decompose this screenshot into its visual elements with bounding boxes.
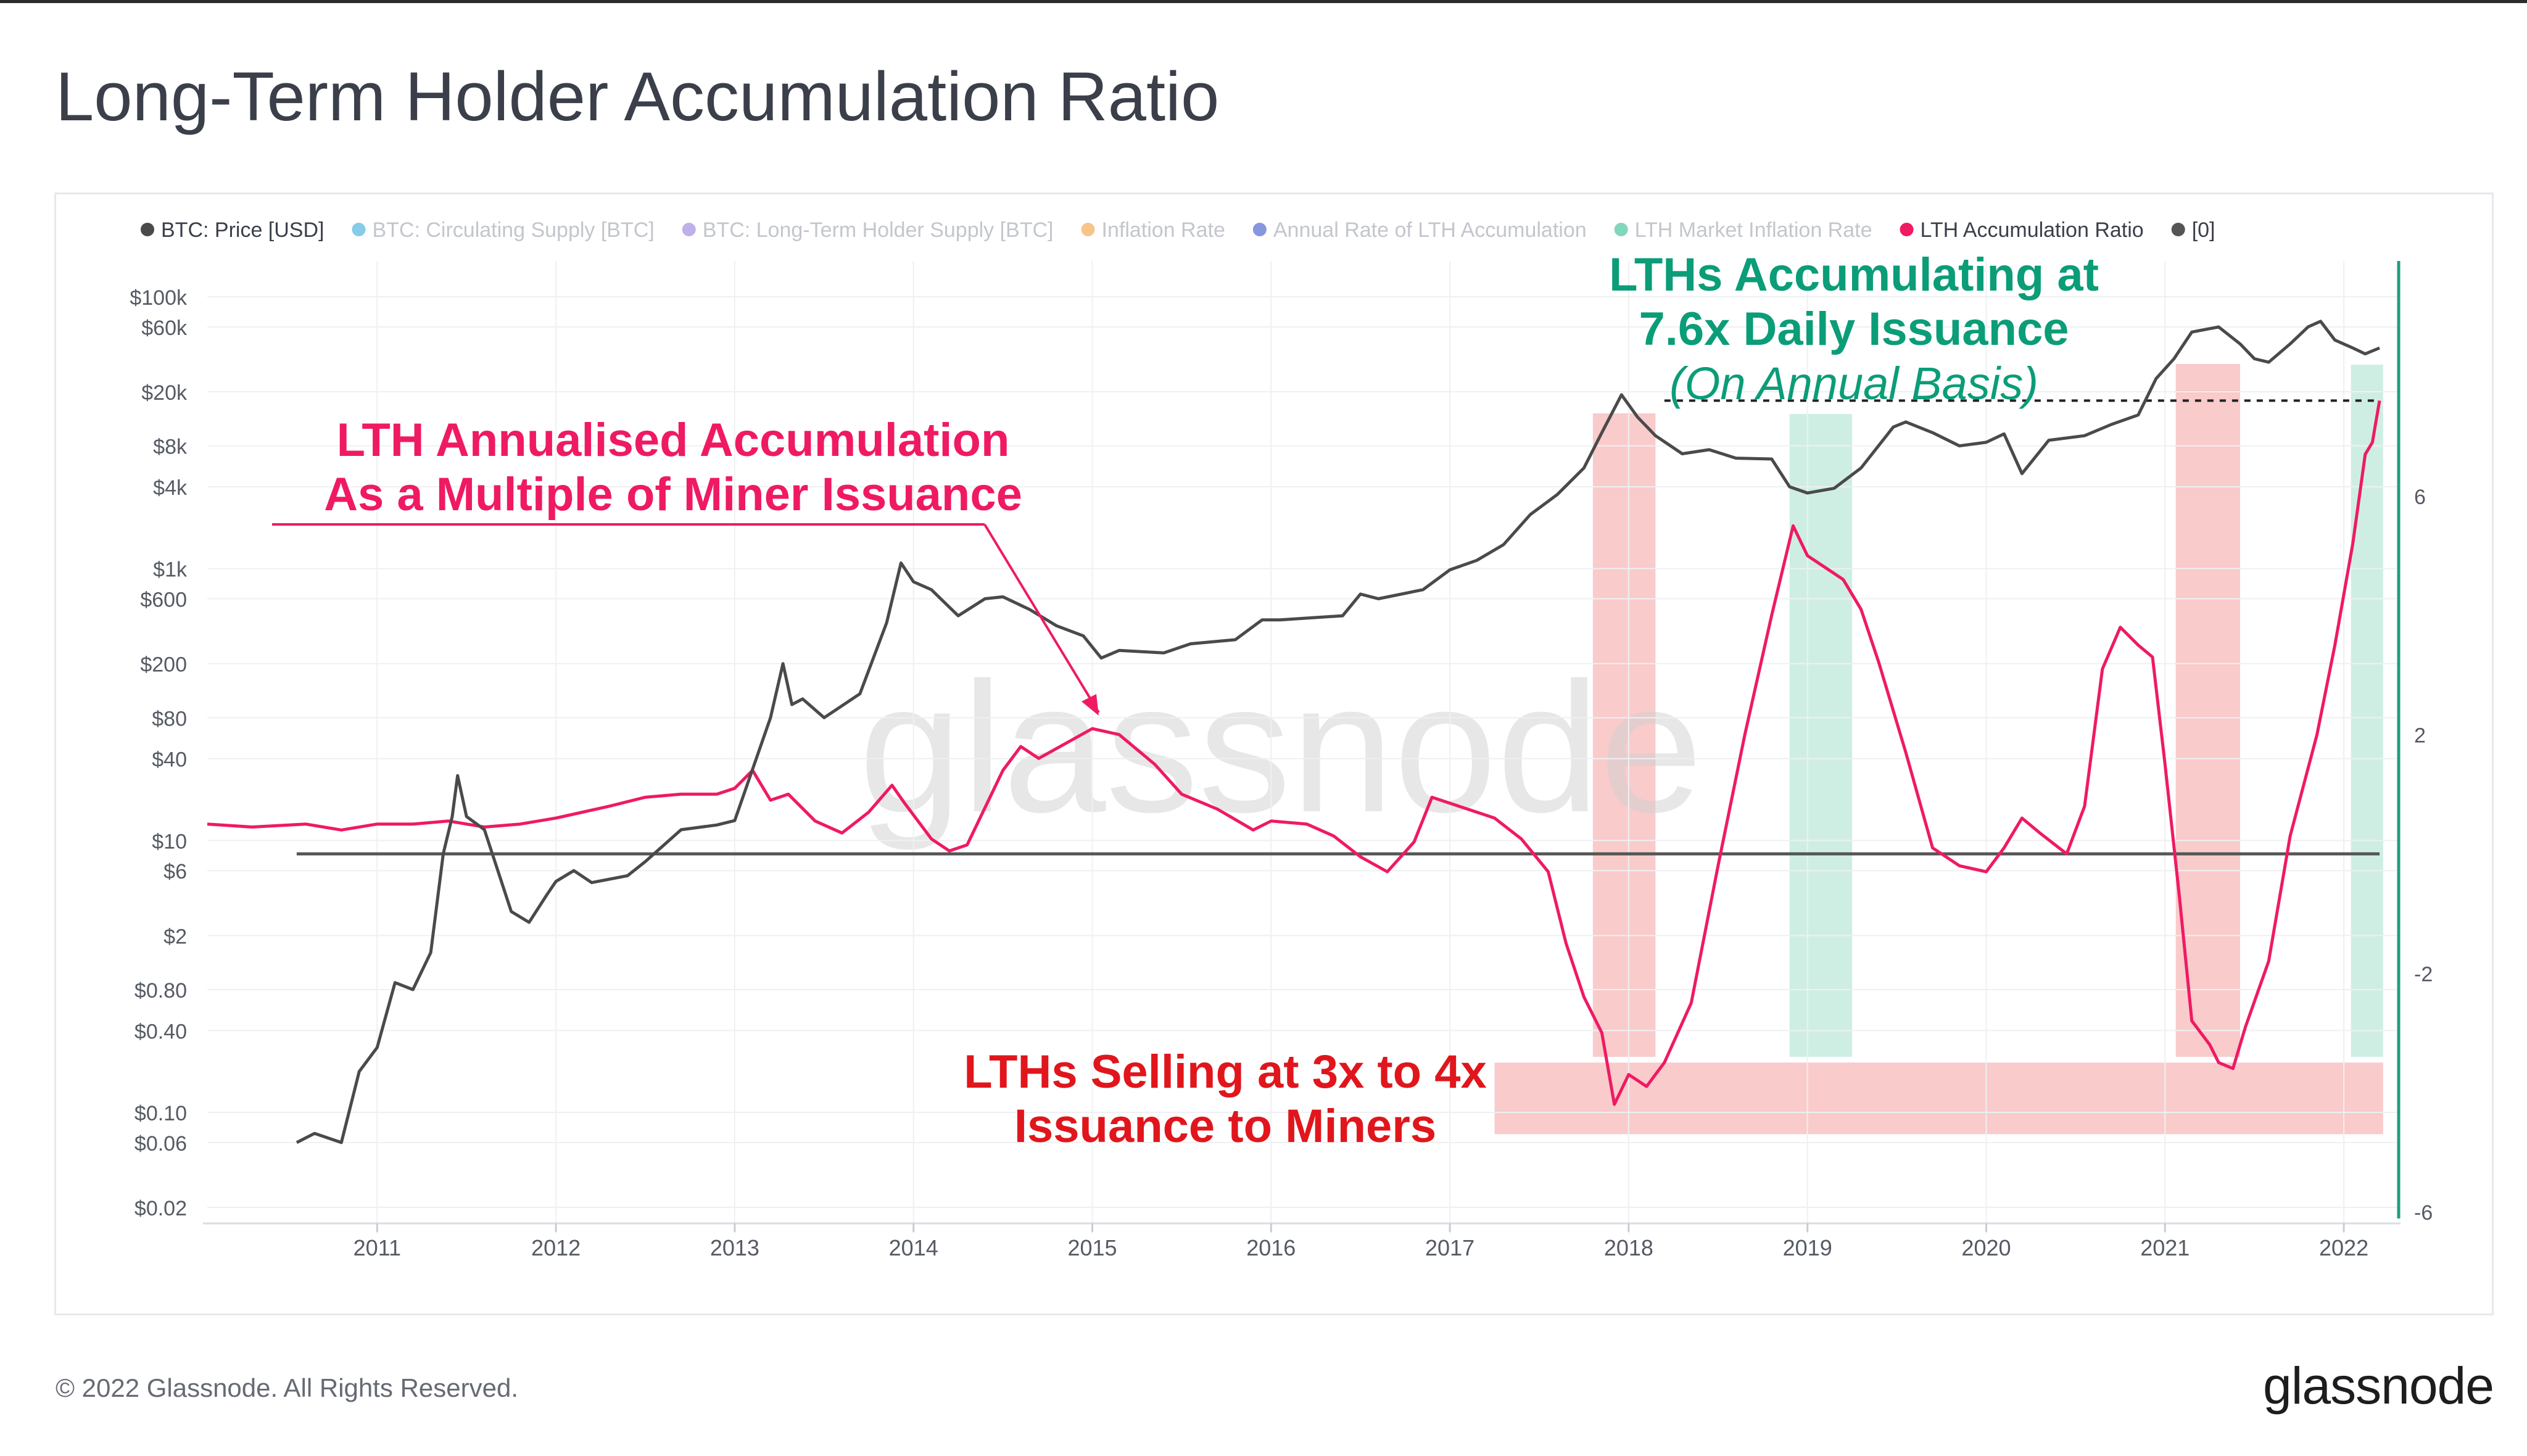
legend-marker	[1081, 223, 1095, 236]
legend-marker	[1252, 223, 1267, 236]
annotation-green-line-3: (On Annual Basis)	[1669, 358, 2038, 409]
x-axis-tick-label: 2018	[1604, 1235, 1653, 1260]
glassnode-logo: glassnode	[2263, 1357, 2494, 1415]
legend-marker	[141, 223, 154, 236]
annotation-green-line-1: LTHs Accumulating at	[1609, 249, 2099, 301]
left-axis-tick-label: $4k	[153, 476, 188, 500]
annotation-pink-arrow	[983, 523, 1100, 714]
legend-label: BTC: Price [USD]	[161, 218, 324, 242]
legend-marker	[682, 223, 696, 236]
left-axis-tick-label: $8k	[153, 436, 188, 459]
legend-marker	[1614, 223, 1628, 236]
annotation-green-line-2: 7.6x Daily Issuance	[1639, 303, 2069, 355]
legend-marker	[352, 223, 366, 236]
legend-item: BTC: Long-Term Holder Supply [BTC]	[682, 218, 1054, 242]
selling-band	[1494, 1062, 2383, 1135]
right-axis-tick-label: 6	[2414, 486, 2426, 509]
annotation-pink-line-2: As a Multiple of Miner Issuance	[324, 468, 1022, 521]
legend-item: BTC: Circulating Supply [BTC]	[352, 218, 655, 242]
legend-label: Annual Rate of LTH Accumulation	[1273, 218, 1587, 242]
x-axis-tick-label: 2015	[1067, 1235, 1117, 1260]
top-border	[0, 0, 2527, 3]
legend-item: Annual Rate of LTH Accumulation	[1252, 218, 1587, 242]
x-axis-tick-label: 2016	[1246, 1235, 1296, 1260]
btc-price-line	[296, 320, 2380, 1144]
right-axis-tick-label: 2	[2414, 724, 2426, 748]
x-axis-tick-label: 2013	[710, 1235, 759, 1260]
left-axis-tick-label: $6	[163, 860, 187, 883]
left-axis-tick-label: $0.10	[134, 1102, 187, 1125]
left-axis-tick-label: $1k	[153, 558, 188, 582]
accum-zone-1	[1789, 414, 1853, 1057]
x-axis-tick-label: 2014	[889, 1235, 938, 1260]
chart-svg: glassnode $100k $60k $20k $8k $4k $1k $600 $200…	[130, 218, 2433, 1260]
annotation-pink-arrowhead	[1082, 694, 1099, 716]
left-axis-tick-label: $20k	[141, 381, 188, 405]
right-axis-tick-label: -6	[2414, 1201, 2433, 1225]
left-axis-tick-label: $40	[152, 748, 187, 772]
left-axis-tick-label: $60k	[141, 316, 188, 340]
left-axis-tick-label: $2	[163, 925, 187, 948]
x-axis-tick-label: 2011	[354, 1235, 401, 1260]
lth-accumulation-ratio-line	[207, 400, 2381, 1106]
x-axis-tick-label: 2019	[1783, 1235, 1832, 1260]
left-axis-tick-label: $600	[140, 589, 187, 612]
x-axis-tick-label: 2021	[2140, 1235, 2190, 1260]
legend-label: LTH Accumulation Ratio	[1921, 218, 2144, 242]
legend-label: BTC: Circulating Supply [BTC]	[372, 218, 654, 242]
left-axis-tick-label: $0.40	[134, 1020, 187, 1043]
legend-marker	[1900, 223, 1914, 236]
left-axis-tick-label: $100k	[130, 286, 188, 310]
legend-item: LTH Accumulation Ratio	[1900, 218, 2144, 242]
legend-label: BTC: Long-Term Holder Supply [BTC]	[703, 218, 1054, 242]
right-axis-tick-label: -2	[2414, 962, 2433, 986]
annotation-red-line-2: Issuance to Miners	[1014, 1100, 1436, 1152]
left-axis-tick-label: $0.80	[134, 979, 187, 1003]
x-axis-tick-label: 2017	[1425, 1235, 1474, 1260]
sell-zone-0	[1592, 413, 1656, 1057]
left-axis-tick-label: $10	[152, 830, 187, 853]
x-axis-tick-label: 2022	[2319, 1235, 2368, 1260]
sell-zone-2	[2175, 364, 2240, 1057]
legend-item: LTH Market Inflation Rate	[1614, 218, 1872, 242]
legend-label: Inflation Rate	[1102, 218, 1225, 242]
accum-zone-3	[2351, 365, 2383, 1057]
legend-item: Inflation Rate	[1081, 218, 1225, 242]
left-axis-tick-label: $80	[152, 707, 187, 730]
x-axis-tick-label: 2020	[1961, 1235, 2011, 1260]
x-axis-tick-label: 2012	[531, 1235, 581, 1260]
annotation-pink-line-1: LTH Annualised Accumulation	[337, 414, 1010, 466]
page-title: Long-Term Holder Accumulation Ratio	[56, 58, 1220, 135]
legend-label: LTH Market Inflation Rate	[1635, 218, 1872, 242]
copyright-footer: © 2022 Glassnode. All Rights Reserved.	[56, 1373, 519, 1402]
watermark-text: glassnode	[859, 643, 1703, 852]
annotation-red-line-1: LTHs Selling at 3x to 4x	[964, 1046, 1486, 1098]
legend-label: [0]	[2192, 218, 2215, 242]
chart-panel: glassnode $100k $60k $20k $8k $4k $1k $600 $200…	[54, 192, 2494, 1315]
left-axis-tick-label: $0.06	[134, 1132, 187, 1156]
legend-item: [0]	[2171, 218, 2215, 242]
legend-item: BTC: Price [USD]	[141, 218, 324, 242]
legend-marker	[2171, 223, 2185, 236]
left-axis-tick-label: $200	[140, 653, 187, 677]
left-axis-tick-label: $0.02	[134, 1197, 187, 1220]
